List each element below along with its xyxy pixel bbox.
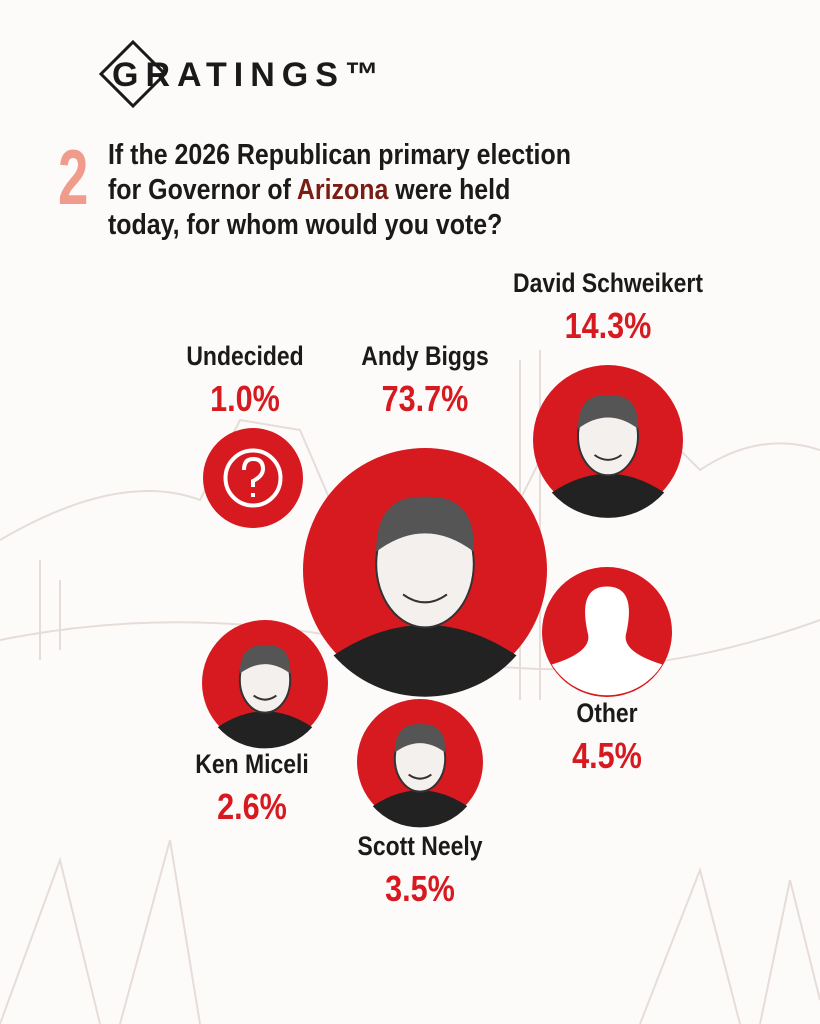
portrait-smile <box>408 773 432 780</box>
logo-mark <box>98 39 168 109</box>
question-number: 2 <box>58 133 89 221</box>
candidate-name: Ken Miceli <box>195 749 308 779</box>
portrait-suit <box>333 624 517 697</box>
candidate-name: Other <box>576 698 637 728</box>
portrait <box>333 496 517 697</box>
portrait-hair <box>239 645 291 674</box>
silhouette <box>551 586 663 696</box>
question-mark <box>242 456 266 497</box>
portrait-hair <box>578 394 639 429</box>
question-text: If the 2026 Republican primary election … <box>108 139 571 206</box>
value-label: 1.0% <box>210 380 280 420</box>
portrait-hair <box>394 724 446 753</box>
question-text: were held today, for whom would you vote… <box>108 174 511 241</box>
value-label: 4.5% <box>572 737 642 777</box>
portrait <box>217 645 313 749</box>
value-label: 3.5% <box>385 870 455 910</box>
portrait-smile <box>593 454 623 461</box>
portrait-suit <box>372 790 468 828</box>
candidate-name: David Schweikert <box>513 268 704 298</box>
candidate-name: Undecided <box>186 341 303 371</box>
bubble <box>203 428 303 528</box>
portrait <box>551 586 663 696</box>
portrait <box>372 724 468 828</box>
candidate-name: Andy Biggs <box>361 341 488 371</box>
question: If the 2026 Republican primary election … <box>108 138 572 243</box>
question-highlight: Arizona <box>296 174 389 206</box>
portrait-smile <box>402 593 448 604</box>
portrait <box>223 448 283 508</box>
candidate-name: Scott Neely <box>358 831 483 861</box>
portrait <box>551 394 665 518</box>
question-icon <box>223 448 283 508</box>
portrait-suit <box>551 473 665 518</box>
value-label: 73.7% <box>382 380 469 420</box>
portrait-suit <box>217 711 313 749</box>
value-label: 2.6% <box>217 788 287 828</box>
value-label: 14.3% <box>565 307 652 347</box>
portrait-smile <box>253 694 277 701</box>
portrait-hair <box>376 496 474 552</box>
brand-logo: GRATINGS™ <box>112 56 386 94</box>
